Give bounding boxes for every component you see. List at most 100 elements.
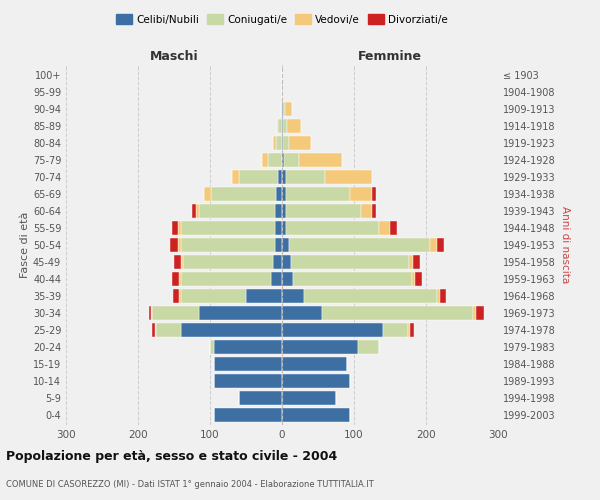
- Bar: [282, 408, 350, 422]
- Bar: [277, 119, 278, 133]
- Bar: [282, 272, 293, 286]
- Text: Femmine: Femmine: [358, 50, 422, 64]
- Bar: [413, 255, 420, 269]
- Bar: [181, 289, 246, 303]
- Bar: [204, 187, 211, 201]
- Bar: [293, 272, 412, 286]
- Bar: [440, 289, 446, 303]
- Bar: [271, 272, 282, 286]
- Bar: [172, 221, 178, 235]
- Bar: [415, 272, 422, 286]
- Bar: [282, 238, 289, 252]
- Bar: [282, 255, 290, 269]
- Bar: [286, 187, 350, 201]
- Bar: [282, 357, 347, 371]
- Bar: [285, 102, 292, 116]
- Bar: [282, 136, 283, 150]
- Bar: [409, 255, 413, 269]
- Bar: [283, 119, 287, 133]
- Bar: [156, 323, 181, 337]
- Bar: [361, 204, 372, 218]
- Bar: [278, 119, 282, 133]
- Bar: [276, 136, 282, 150]
- Bar: [149, 306, 151, 320]
- Bar: [210, 340, 214, 354]
- Bar: [287, 119, 301, 133]
- Bar: [170, 238, 178, 252]
- Bar: [289, 238, 430, 252]
- Bar: [430, 238, 437, 252]
- Bar: [282, 102, 283, 116]
- Bar: [262, 153, 268, 167]
- Bar: [383, 323, 408, 337]
- Bar: [282, 153, 284, 167]
- Bar: [282, 187, 286, 201]
- Bar: [437, 238, 444, 252]
- Bar: [290, 255, 409, 269]
- Bar: [214, 340, 282, 354]
- Bar: [178, 238, 181, 252]
- Bar: [181, 221, 275, 235]
- Bar: [372, 204, 376, 218]
- Bar: [275, 238, 282, 252]
- Bar: [199, 204, 275, 218]
- Bar: [196, 204, 199, 218]
- Bar: [184, 255, 274, 269]
- Bar: [268, 153, 282, 167]
- Bar: [410, 323, 414, 337]
- Bar: [181, 238, 275, 252]
- Bar: [282, 119, 283, 133]
- Bar: [476, 306, 484, 320]
- Bar: [214, 408, 282, 422]
- Bar: [211, 187, 276, 201]
- Bar: [372, 187, 376, 201]
- Bar: [299, 153, 342, 167]
- Bar: [286, 221, 379, 235]
- Bar: [272, 136, 276, 150]
- Bar: [276, 187, 282, 201]
- Bar: [152, 306, 199, 320]
- Bar: [284, 153, 299, 167]
- Bar: [151, 306, 152, 320]
- Bar: [239, 170, 278, 184]
- Bar: [358, 340, 379, 354]
- Bar: [181, 323, 282, 337]
- Bar: [179, 272, 181, 286]
- Bar: [179, 289, 181, 303]
- Bar: [275, 221, 282, 235]
- Text: COMUNE DI CASOREZZO (MI) - Dati ISTAT 1° gennaio 2004 - Elaborazione TUTTITALIA.: COMUNE DI CASOREZZO (MI) - Dati ISTAT 1°…: [6, 480, 374, 489]
- Bar: [214, 357, 282, 371]
- Bar: [473, 306, 476, 320]
- Bar: [286, 204, 361, 218]
- Bar: [178, 221, 181, 235]
- Bar: [173, 289, 179, 303]
- Legend: Celibi/Nubili, Coniugati/e, Vedovi/e, Divorziati/e: Celibi/Nubili, Coniugati/e, Vedovi/e, Di…: [112, 10, 452, 29]
- Bar: [181, 272, 271, 286]
- Bar: [246, 289, 282, 303]
- Bar: [282, 170, 286, 184]
- Bar: [192, 204, 196, 218]
- Bar: [283, 102, 285, 116]
- Bar: [275, 204, 282, 218]
- Bar: [152, 323, 155, 337]
- Bar: [239, 391, 282, 405]
- Bar: [172, 272, 179, 286]
- Y-axis label: Fasce di età: Fasce di età: [20, 212, 30, 278]
- Bar: [289, 136, 311, 150]
- Bar: [282, 374, 350, 388]
- Bar: [155, 323, 156, 337]
- Bar: [214, 374, 282, 388]
- Bar: [304, 289, 437, 303]
- Text: Popolazione per età, sesso e stato civile - 2004: Popolazione per età, sesso e stato civil…: [6, 450, 337, 463]
- Bar: [282, 306, 322, 320]
- Bar: [232, 170, 239, 184]
- Bar: [282, 289, 304, 303]
- Bar: [278, 170, 282, 184]
- Y-axis label: Anni di nascita: Anni di nascita: [560, 206, 569, 284]
- Bar: [282, 340, 358, 354]
- Bar: [281, 102, 282, 116]
- Bar: [282, 85, 283, 99]
- Bar: [322, 306, 473, 320]
- Bar: [325, 170, 372, 184]
- Bar: [350, 187, 372, 201]
